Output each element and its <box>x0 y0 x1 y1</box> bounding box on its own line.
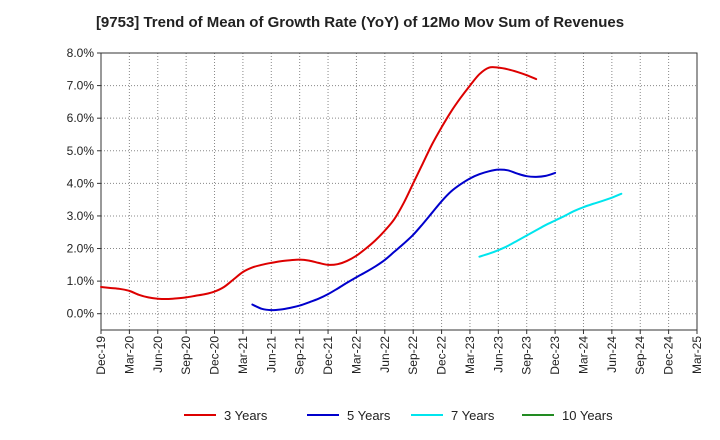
y-tick-label: 4.0% <box>67 176 95 190</box>
x-axis-ticks: Dec-19 Mar-20 Jun-20 Sep-20 Dec-20 Mar-21 Jun-… <box>94 330 704 375</box>
x-tick-label: Sep-23 <box>520 336 534 375</box>
x-tick-label: Sep-22 <box>406 336 420 375</box>
x-tick-label: Mar-22 <box>349 336 363 374</box>
legend-label: 7 Years <box>451 408 495 423</box>
x-tick-label: Dec-23 <box>548 336 562 375</box>
y-tick-label: 1.0% <box>67 274 95 288</box>
x-tick-label: Dec-22 <box>435 336 449 375</box>
series-line-5-years <box>251 168 557 312</box>
y-tick-label: 7.0% <box>67 79 95 93</box>
series-line-3-years <box>100 66 538 301</box>
x-tick-label: Mar-21 <box>236 336 250 374</box>
series-line-7-years <box>478 192 623 258</box>
x-tick-label: Jun-22 <box>378 336 392 373</box>
chart-title: [9753] Trend of Mean of Growth Rate (YoY… <box>95 14 625 31</box>
x-tick-label: Sep-24 <box>633 336 647 375</box>
legend-label: 3 Years <box>224 408 268 423</box>
x-gridlines <box>128 53 670 330</box>
x-tick-label: Dec-20 <box>208 336 222 375</box>
x-tick-label: Mar-23 <box>463 336 477 374</box>
y-tick-label: 8.0% <box>67 46 95 60</box>
x-tick-label: Jun-24 <box>605 336 619 373</box>
x-tick-label: Jun-23 <box>491 336 505 373</box>
x-tick-label: Mar-24 <box>576 336 590 374</box>
y-tick-label: 2.0% <box>67 242 95 256</box>
legend-label: 5 Years <box>347 408 391 423</box>
y-tick-label: 0.0% <box>67 307 95 321</box>
x-tick-label: Sep-20 <box>179 336 193 375</box>
x-tick-label: Dec-24 <box>662 336 676 375</box>
y-tick-label: 6.0% <box>67 111 95 125</box>
y-tick-label: 5.0% <box>67 144 95 158</box>
plot-area <box>101 53 697 330</box>
legend-label: 10 Years <box>562 408 613 423</box>
series-lines <box>100 66 623 312</box>
x-tick-label: Sep-21 <box>293 336 307 375</box>
x-tick-label: Jun-20 <box>151 336 165 373</box>
x-tick-label: Mar-20 <box>122 336 136 374</box>
y-tick-label: 3.0% <box>67 209 95 223</box>
x-tick-label: Jun-21 <box>264 336 278 373</box>
x-tick-label: Dec-21 <box>321 336 335 375</box>
legend: 3 Years 5 Years 7 Years 10 Years <box>184 408 613 423</box>
plot-frame <box>100 52 698 331</box>
x-tick-label: Dec-19 <box>94 336 108 375</box>
x-tick-label: Mar-25 <box>690 336 704 374</box>
y-axis-ticks: 0.0% 1.0% 2.0% 3.0% 4.0% 5.0% 6.0% 7.0% 8.0% <box>67 46 101 321</box>
